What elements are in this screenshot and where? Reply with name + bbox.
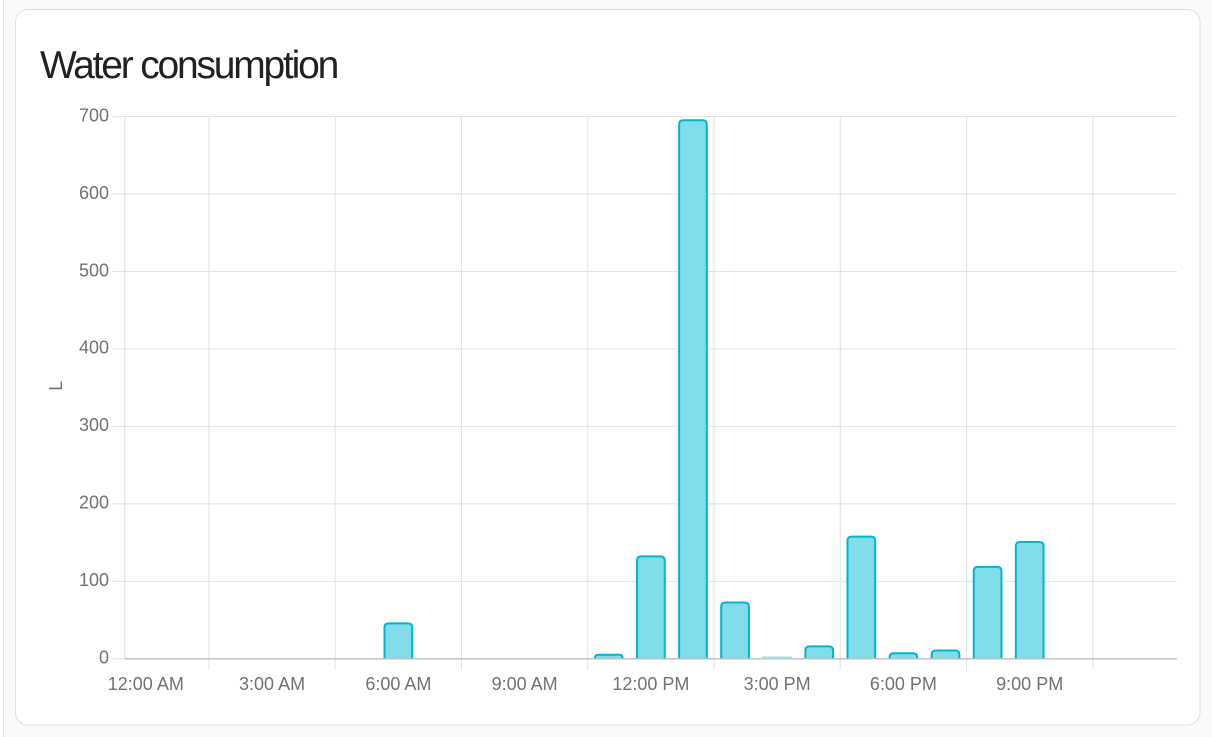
svg-text:6:00 AM: 6:00 AM (365, 674, 431, 694)
svg-text:700: 700 (79, 105, 109, 125)
svg-text:300: 300 (79, 415, 109, 435)
svg-text:600: 600 (79, 183, 109, 203)
svg-text:100: 100 (79, 570, 109, 590)
svg-text:12:00 PM: 12:00 PM (612, 674, 689, 694)
svg-text:500: 500 (79, 260, 109, 280)
svg-text:Water consumption: Water consumption (40, 44, 338, 87)
svg-text:L: L (46, 381, 66, 391)
svg-text:12:00 AM: 12:00 AM (108, 674, 184, 694)
svg-text:3:00 AM: 3:00 AM (239, 674, 305, 694)
svg-text:6:00 PM: 6:00 PM (870, 674, 937, 694)
svg-text:9:00 AM: 9:00 AM (492, 674, 558, 694)
svg-text:9:00 PM: 9:00 PM (996, 674, 1063, 694)
svg-text:0: 0 (99, 648, 109, 668)
svg-text:200: 200 (79, 493, 109, 513)
svg-text:3:00 PM: 3:00 PM (744, 674, 811, 694)
svg-text:400: 400 (79, 338, 109, 358)
